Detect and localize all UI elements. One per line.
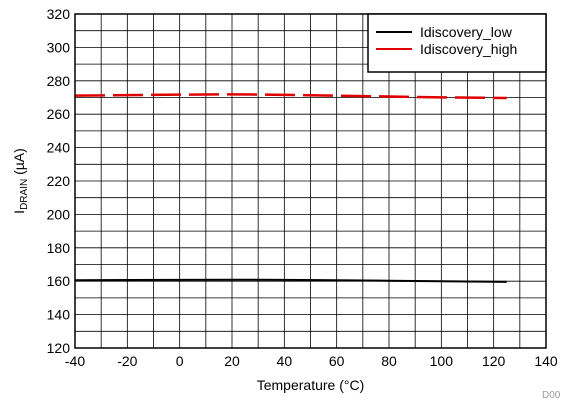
y-tick-label: 260 xyxy=(47,106,71,122)
y-axis-label-main: I xyxy=(11,210,27,214)
x-tick-label: 20 xyxy=(224,353,240,369)
x-tick-label: 120 xyxy=(482,353,506,369)
y-tick-label: 320 xyxy=(47,6,71,22)
x-tick-label: 80 xyxy=(381,353,397,369)
x-tick-label: 40 xyxy=(277,353,293,369)
y-tick-label: 180 xyxy=(47,240,71,256)
y-axis-label: IDRAIN (µA) xyxy=(11,148,30,214)
legend-label: Idiscovery_low xyxy=(420,24,513,40)
series-line-idiscovery-high xyxy=(74,93,507,100)
y-tick-label: 220 xyxy=(47,173,71,189)
y-axis-label-sub: DRAIN xyxy=(19,179,30,210)
x-tick-label: 140 xyxy=(534,353,558,369)
y-tick-label: 300 xyxy=(47,39,71,55)
x-tick-label: -40 xyxy=(65,353,85,369)
series-lines xyxy=(74,93,507,283)
x-tick-label: 100 xyxy=(430,353,454,369)
y-tick-label: 120 xyxy=(47,340,71,356)
y-tick-label: 200 xyxy=(47,206,71,222)
legend-label: Idiscovery_high xyxy=(420,41,517,57)
x-tick-label: -20 xyxy=(117,353,137,369)
x-axis-label: Temperature (°C) xyxy=(257,377,365,393)
x-axis-ticks: -40 -20 0 20 40 60 80 100 120 140 xyxy=(65,353,558,369)
x-tick-label: 60 xyxy=(329,353,345,369)
legend-box xyxy=(367,13,547,73)
y-tick-label: 140 xyxy=(47,307,71,323)
y-axis-ticks: 120 140 160 180 200 220 240 260 280 300 320 xyxy=(47,6,71,356)
series-line-idiscovery-low xyxy=(74,278,507,283)
y-axis-label-unit: (µA) xyxy=(11,148,27,179)
y-tick-label: 160 xyxy=(47,273,71,289)
y-tick-label: 240 xyxy=(47,140,71,156)
plot-frame xyxy=(74,13,547,349)
y-tick-label: 280 xyxy=(47,73,71,89)
figure-id-label: D00 xyxy=(542,390,561,401)
x-tick-label: 0 xyxy=(176,353,184,369)
